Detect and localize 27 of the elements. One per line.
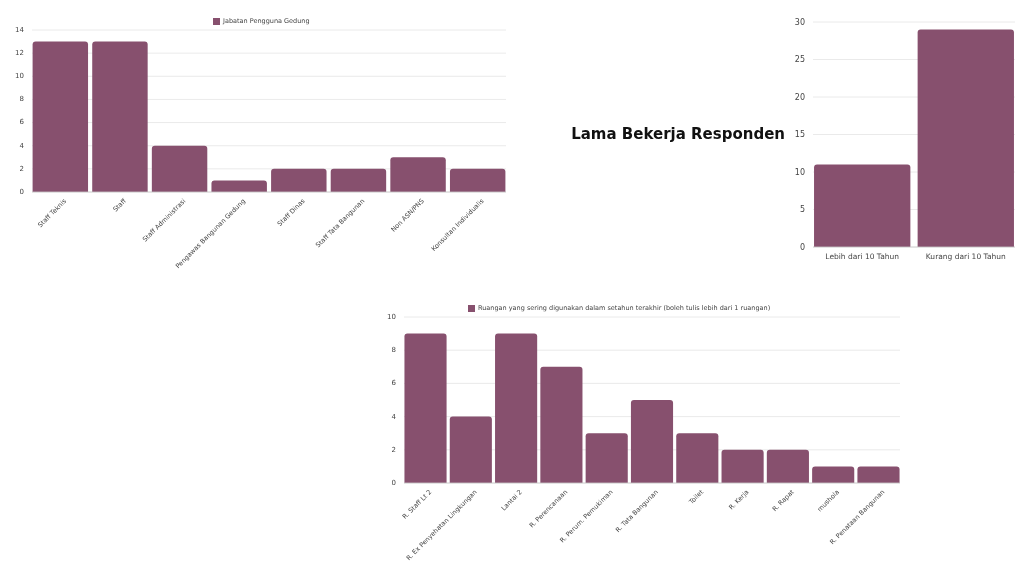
bar <box>151 145 208 192</box>
y-tick-label: 15 <box>794 130 805 139</box>
y-tick-label: 5 <box>799 205 805 214</box>
bar <box>449 168 506 192</box>
bar <box>449 416 492 483</box>
y-tick-label: 20 <box>794 92 805 102</box>
bar <box>271 168 327 192</box>
bar <box>585 433 628 483</box>
y-tick-label: 25 <box>794 55 805 64</box>
y-tick-label: 30 <box>794 17 805 27</box>
bar <box>495 333 538 483</box>
bar <box>721 449 764 483</box>
bar <box>630 400 674 483</box>
bar <box>330 168 387 192</box>
bar <box>92 41 148 192</box>
bar <box>857 466 900 483</box>
bar <box>211 180 267 192</box>
bar <box>390 157 446 192</box>
y-tick-label: 0 <box>799 242 805 252</box>
bar <box>404 333 447 483</box>
y-tick-label: 10 <box>794 167 805 177</box>
text: Lama Bekerja Responden <box>571 125 785 143</box>
bar <box>676 433 719 483</box>
bar <box>540 366 583 483</box>
bar <box>812 466 855 483</box>
bar <box>766 449 809 483</box>
bar <box>32 41 89 192</box>
